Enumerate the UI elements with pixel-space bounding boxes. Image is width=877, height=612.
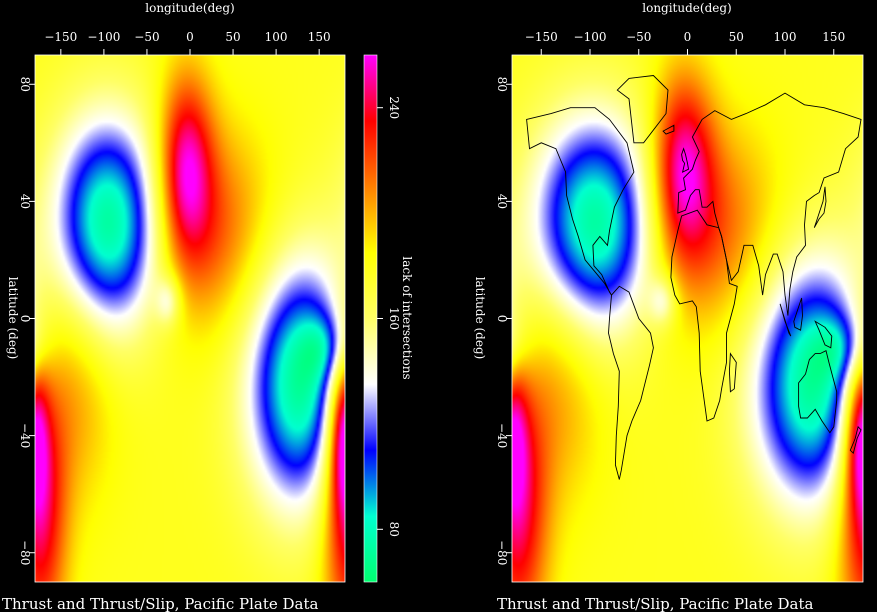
colorbar-tick-label: 80 — [387, 522, 401, 537]
right-y-tick-label: −80 — [495, 540, 509, 565]
left-x-tick-label: −150 — [44, 30, 77, 44]
colorbar-tick-label: 160 — [387, 307, 401, 330]
colorbar-ticks: 80 160 240 — [377, 96, 401, 537]
coastline-path — [849, 425, 862, 455]
left-y-axis-label: latitude (deg) — [6, 277, 20, 360]
right-x-tick-label: 50 — [729, 30, 744, 44]
colorbar: 80 160 240 lack of intersections — [363, 54, 414, 583]
coastline-path — [662, 124, 675, 135]
right-x-axis-label: longitude(deg) — [642, 1, 731, 15]
left-caption: Thrust and Thrust/Slip, Pacific Plate Da… — [2, 595, 318, 612]
coastline-path — [526, 107, 635, 296]
left-y-tick-label: 40 — [18, 194, 32, 209]
right-y-tick-label: 80 — [495, 77, 509, 92]
left-x-tick-label: 50 — [225, 30, 240, 44]
right-heatmap-image — [512, 55, 863, 582]
coastline-path — [793, 297, 803, 331]
coastline-path — [728, 352, 737, 393]
coastline-path — [814, 320, 833, 349]
right-x-tick-label: 100 — [774, 30, 797, 44]
coastline-path — [608, 285, 654, 480]
colorbar-label: lack of intersections — [400, 256, 414, 379]
coastline-path — [798, 350, 838, 434]
coastline-path — [779, 303, 792, 337]
left-x-ticks: −150 −100 −50 0 50 100 150 — [44, 30, 331, 55]
right-x-tick-label: 0 — [684, 30, 692, 44]
right-y-ticks: 80 40 0 −40 −80 — [495, 77, 512, 565]
left-y-tick-label: −80 — [18, 540, 32, 565]
left-y-tick-label: 80 — [18, 77, 32, 92]
coastline-path — [681, 147, 689, 173]
left-x-tick-label: −50 — [134, 30, 159, 44]
right-y-axis-label: latitude (deg) — [473, 277, 487, 360]
coastline-path — [813, 186, 827, 228]
right-x-tick-label: 150 — [822, 30, 845, 44]
right-y-tick-label: −40 — [495, 423, 509, 448]
right-heatmap — [512, 55, 863, 582]
left-map-panel: −150 −100 −50 0 50 100 150 80 40 0 −40 −80 longitu… — [2, 1, 346, 612]
right-caption: Thrust and Thrust/Slip, Pacific Plate Da… — [497, 595, 813, 612]
left-x-tick-label: −100 — [87, 30, 120, 44]
right-map-panel: −150 −100 −50 0 50 100 150 80 40 0 −40 −80 longitu… — [473, 1, 864, 612]
coastline-path — [670, 209, 738, 422]
colorbar-gradient — [363, 54, 378, 583]
right-x-tick-label: −150 — [525, 30, 558, 44]
right-x-tick-label: −100 — [574, 30, 607, 44]
left-x-tick-label: 150 — [308, 30, 331, 44]
right-y-tick-label: 0 — [495, 315, 509, 323]
right-x-ticks: −150 −100 −50 0 50 100 150 — [525, 30, 845, 55]
left-x-tick-label: 100 — [265, 30, 288, 44]
left-y-tick-label: 0 — [18, 315, 32, 323]
left-heatmap-image — [35, 55, 345, 582]
left-x-tick-label: 0 — [186, 30, 194, 44]
left-y-ticks: 80 40 0 −40 −80 — [18, 77, 35, 565]
coastlines-overlay — [526, 75, 862, 480]
right-y-tick-label: 40 — [495, 194, 509, 209]
colorbar-tick-label: 240 — [387, 96, 401, 119]
left-x-axis-label: longitude(deg) — [145, 1, 234, 15]
left-y-tick-label: −40 — [18, 423, 32, 448]
right-x-tick-label: −50 — [626, 30, 651, 44]
left-heatmap — [35, 55, 345, 582]
coastline-path — [616, 75, 669, 144]
